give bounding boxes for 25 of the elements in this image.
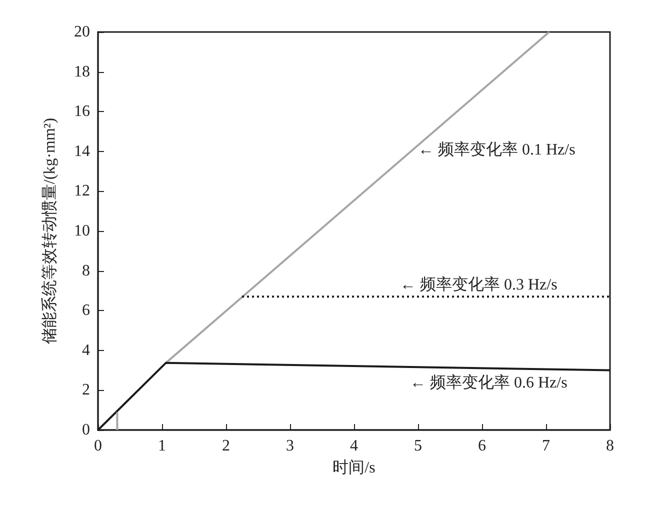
y-axis-title: 储能系统等效转动惯量/(kg·mm²) bbox=[40, 118, 58, 344]
x-tick-label: 7 bbox=[542, 438, 550, 454]
annotation: ← 频率变化率 0.3 Hz/s bbox=[400, 276, 558, 294]
y-tick-label: 0 bbox=[82, 422, 90, 438]
annotation: ← 频率变化率 0.6 Hz/s bbox=[410, 374, 568, 392]
y-tick-label: 16 bbox=[74, 103, 90, 120]
annotation: ← 频率变化率 0.1 Hz/s bbox=[418, 140, 576, 158]
y-tick-label: 2 bbox=[82, 382, 90, 399]
x-tick-label: 8 bbox=[606, 438, 614, 454]
x-tick-label: 5 bbox=[414, 438, 422, 454]
x-tick-label: 0 bbox=[94, 438, 102, 454]
x-tick-label: 2 bbox=[222, 438, 230, 454]
x-tick-label: 6 bbox=[478, 438, 486, 454]
y-tick-label: 14 bbox=[74, 142, 90, 160]
y-tick-label: 12 bbox=[74, 182, 90, 200]
y-tick-label: 4 bbox=[82, 342, 90, 359]
y-tick-label: 6 bbox=[82, 302, 90, 320]
x-tick-label: 3 bbox=[286, 438, 294, 454]
y-tick-label: 20 bbox=[74, 24, 90, 40]
x-tick-label: 1 bbox=[158, 438, 166, 454]
x-axis-title: 时间/s bbox=[332, 458, 376, 476]
y-tick-label: 10 bbox=[74, 222, 90, 240]
x-tick-label: 4 bbox=[350, 438, 358, 454]
y-tick-label: 8 bbox=[82, 262, 90, 280]
y-tick-label: 18 bbox=[74, 63, 90, 80]
